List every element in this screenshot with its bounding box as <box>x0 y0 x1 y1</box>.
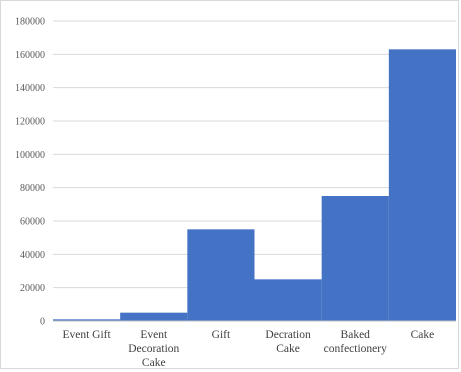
bar <box>187 229 255 321</box>
y-tick-label: 0 <box>40 317 45 328</box>
y-tick-label: 100000 <box>15 150 45 161</box>
x-category-label: Cake <box>411 329 435 341</box>
x-category-label-line: Event Gift <box>62 329 111 341</box>
y-tick-label: 160000 <box>15 50 45 61</box>
bar <box>388 49 456 321</box>
y-tick-label: 180000 <box>15 17 45 28</box>
bar <box>321 196 389 321</box>
x-category-label-line: Event <box>140 329 168 341</box>
y-tick-label: 20000 <box>20 283 45 294</box>
x-category-label-line: Cake <box>276 343 300 355</box>
x-category-label-line: Decoration <box>128 343 179 355</box>
x-category-label-line: Decration <box>265 329 311 341</box>
bar <box>254 279 322 321</box>
y-tick-label: 60000 <box>20 217 45 228</box>
x-axis-category-labels: Event Gift Event Decoration Cake Gift Decrati… <box>62 329 434 369</box>
x-category-label-line: Baked <box>341 329 371 341</box>
x-category-label-line: confectionery <box>324 343 387 355</box>
y-tick-label: 40000 <box>20 250 45 261</box>
bar <box>53 319 121 321</box>
x-category-label-line: Cake <box>142 357 166 369</box>
x-category-label: Baked confectionery <box>324 329 387 355</box>
x-category-label: Gift <box>212 329 231 341</box>
x-category-label-line: Gift <box>212 329 231 341</box>
y-tick-label: 80000 <box>20 183 45 194</box>
gridlines <box>53 20 456 289</box>
bar <box>120 312 188 321</box>
y-axis-tick-labels: 0 20000 40000 60000 80000 100000 120000 140000 1… <box>15 17 45 328</box>
x-category-label: Event Gift <box>62 329 111 341</box>
y-tick-label: 120000 <box>15 117 45 128</box>
x-category-label-line: Cake <box>411 329 435 341</box>
x-category-label: Event Decoration Cake <box>128 329 179 369</box>
bars <box>53 49 456 321</box>
x-category-label: Decration Cake <box>265 329 311 355</box>
y-tick-label: 140000 <box>15 83 45 94</box>
